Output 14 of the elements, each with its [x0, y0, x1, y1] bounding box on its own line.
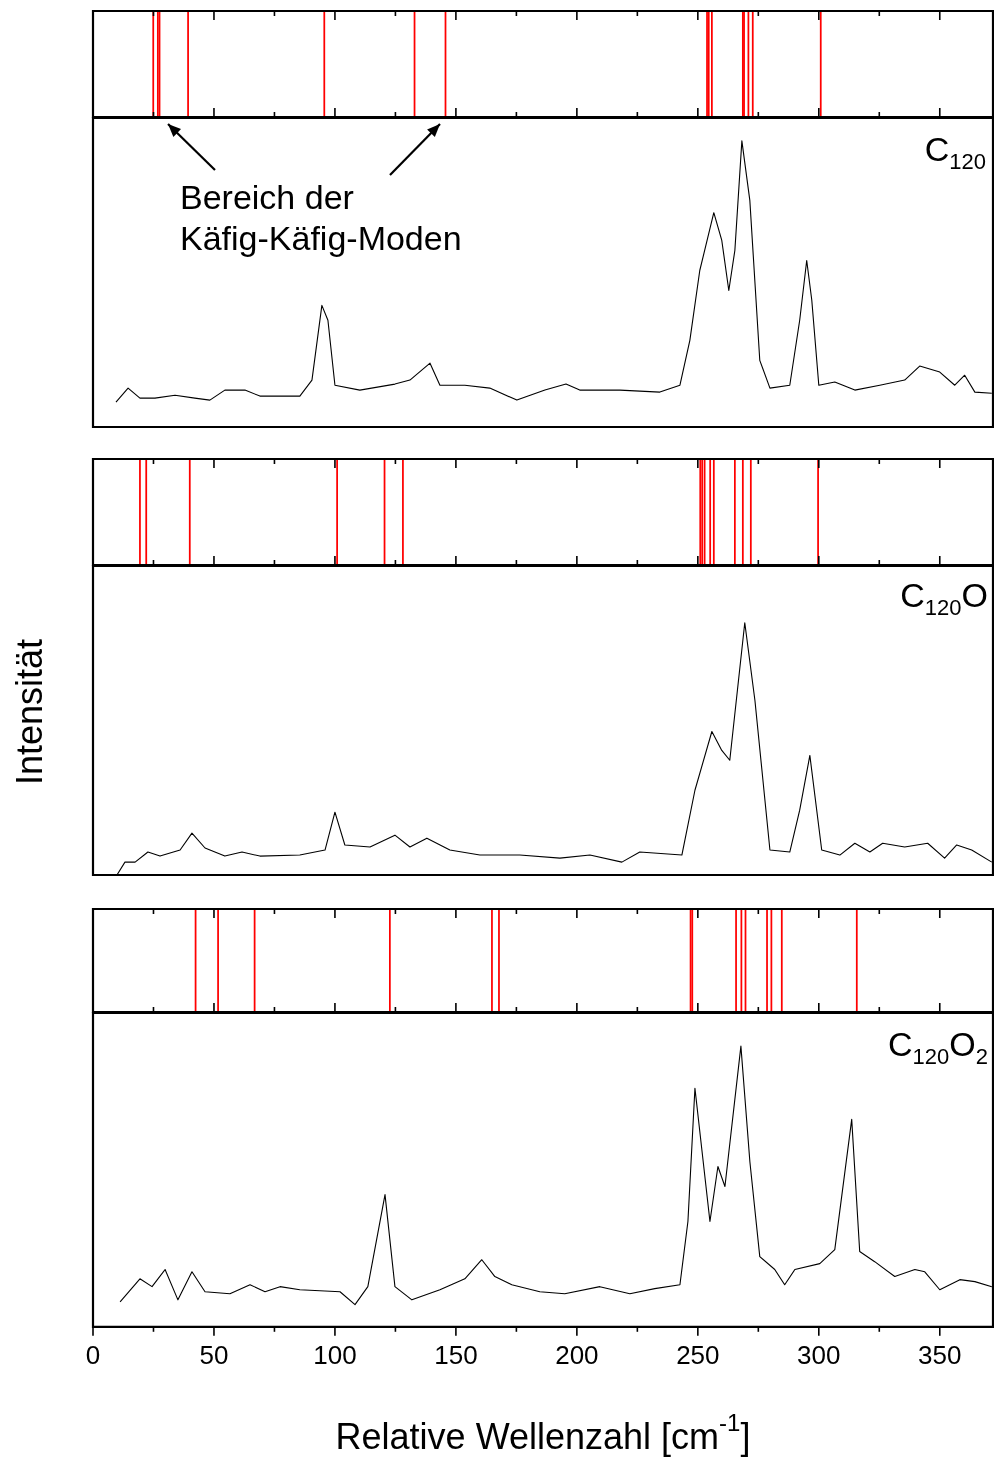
y-axis-title: Intensität [9, 638, 51, 786]
annotation: Bereich der Käfig-Käfig-Moden [180, 177, 462, 259]
x-tick-label: 250 [676, 1339, 720, 1370]
annotation: C$_{120}$O$_{2}$ [888, 1024, 988, 1071]
x-tick-label: 100 [313, 1339, 357, 1370]
x-tick-label: 0 [85, 1339, 101, 1370]
annotation: C$_{120}$ [924, 129, 986, 176]
x-tick-label: 50 [199, 1339, 229, 1370]
text: C$_{120}$O [900, 575, 988, 622]
x-tick-label: 150 [434, 1339, 478, 1370]
x-tick-label: 300 [797, 1339, 841, 1370]
x-tick-label: 200 [555, 1339, 599, 1370]
x-axis-title: Relative Wellenzahl [cm$^{-1}$] [335, 1409, 751, 1458]
x-tick-label: 350 [918, 1339, 962, 1370]
